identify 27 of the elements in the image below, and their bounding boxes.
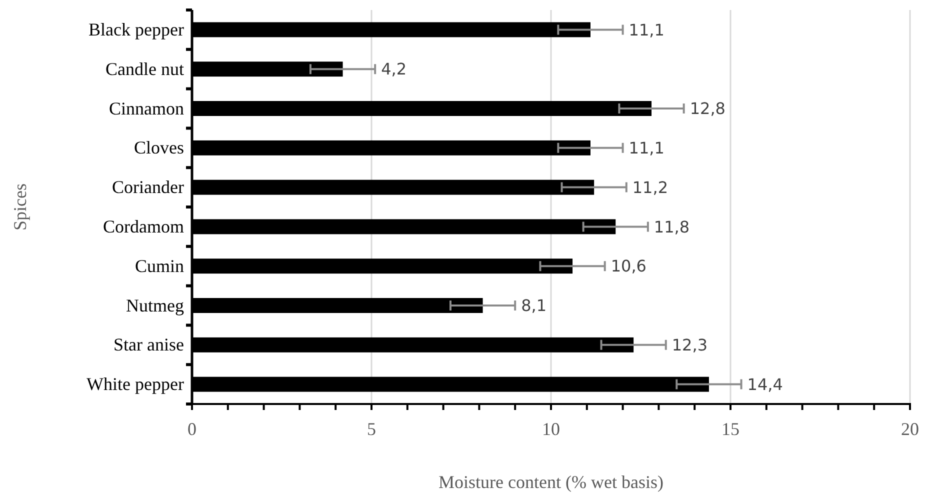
y-tick-label: Cordamom bbox=[103, 216, 184, 236]
y-tick-label: Nutmeg bbox=[126, 295, 184, 316]
data-label: 11,2 bbox=[632, 178, 668, 197]
y-tick-label: Candle nut bbox=[106, 58, 184, 79]
x-tick-label: 5 bbox=[367, 418, 376, 439]
y-tick-label: White pepper bbox=[86, 374, 184, 394]
data-label: 14,4 bbox=[747, 374, 783, 394]
y-tick-label: Black pepper bbox=[88, 19, 184, 40]
y-tick-label: Cinnamon bbox=[109, 98, 184, 118]
y-axis-title: Spices bbox=[10, 184, 30, 230]
data-label: 10,6 bbox=[610, 256, 646, 276]
data-label: 11,1 bbox=[628, 138, 664, 158]
data-label: 12,3 bbox=[672, 336, 708, 354]
y-tick-label: Cloves bbox=[134, 138, 184, 158]
data-label: 11,1 bbox=[628, 20, 664, 40]
y-tick-label: Star anise bbox=[114, 334, 184, 355]
data-label: 8,1 bbox=[521, 296, 547, 316]
x-tick-label: 20 bbox=[901, 418, 919, 439]
data-label: 11,8 bbox=[654, 217, 690, 236]
x-axis-title: Moisture content (% wet basis) bbox=[438, 472, 664, 492]
data-label: 12,8 bbox=[690, 99, 726, 118]
y-tick-label: Cumin bbox=[134, 256, 184, 276]
y-tick-label: Coriander bbox=[112, 177, 184, 198]
data-label: 4,2 bbox=[381, 60, 407, 79]
x-tick-label: 0 bbox=[188, 418, 196, 439]
x-tick-label: 10 bbox=[542, 418, 560, 439]
x-tick-label: 15 bbox=[722, 418, 740, 439]
